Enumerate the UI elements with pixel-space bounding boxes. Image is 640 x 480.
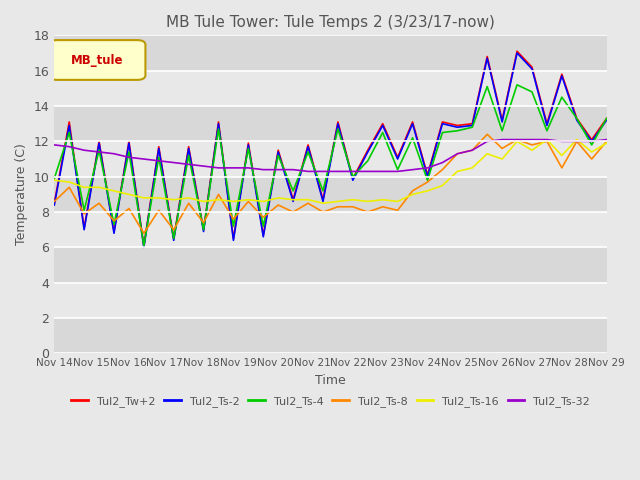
Bar — [54, 106, 607, 142]
Bar — [54, 36, 607, 71]
Bar — [54, 142, 607, 177]
Legend: Tul2_Tw+2, Tul2_Ts-2, Tul2_Ts-4, Tul2_Ts-8, Tul2_Ts-16, Tul2_Ts-32: Tul2_Tw+2, Tul2_Ts-2, Tul2_Ts-4, Tul2_Ts… — [67, 392, 595, 411]
Bar — [54, 247, 607, 283]
Y-axis label: Temperature (C): Temperature (C) — [15, 144, 28, 245]
Bar — [54, 212, 607, 247]
Bar — [54, 177, 607, 212]
FancyBboxPatch shape — [49, 40, 145, 80]
Bar — [54, 283, 607, 318]
Bar — [54, 318, 607, 353]
Text: MB_tule: MB_tule — [70, 54, 123, 67]
X-axis label: Time: Time — [315, 374, 346, 387]
Bar — [54, 71, 607, 106]
Title: MB Tule Tower: Tule Temps 2 (3/23/17-now): MB Tule Tower: Tule Temps 2 (3/23/17-now… — [166, 15, 495, 30]
